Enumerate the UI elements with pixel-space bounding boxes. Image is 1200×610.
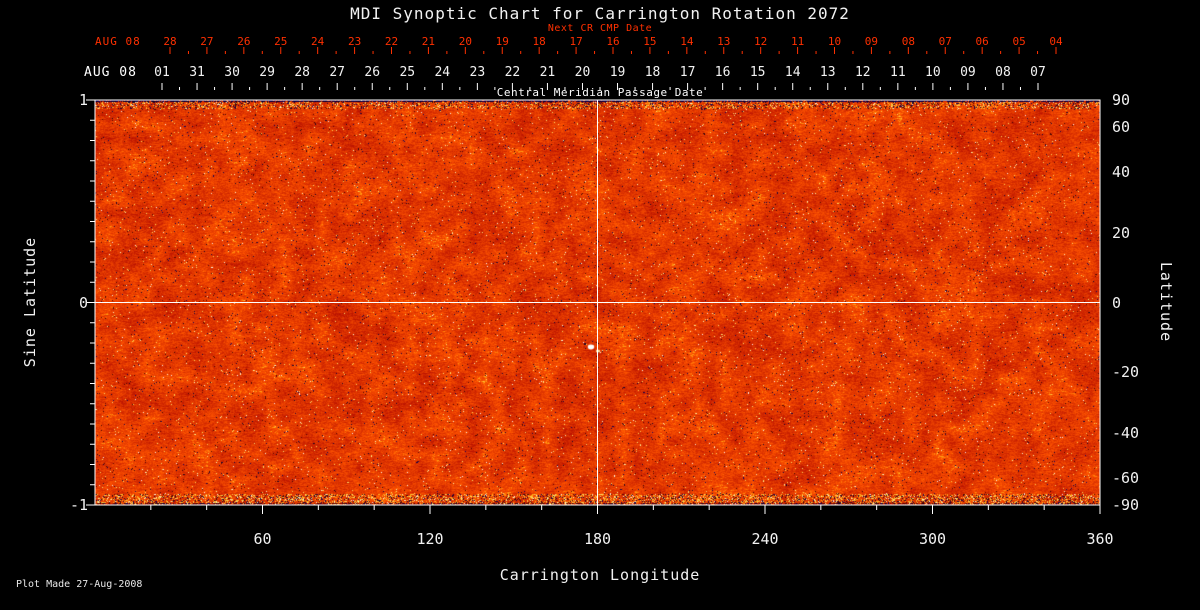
y-axis-label-left: Sine Latitude xyxy=(21,237,39,367)
cmp-axis-title: Central Meridian Passage Date xyxy=(497,86,704,99)
red-axis-tick: 16 xyxy=(606,35,619,48)
red-axis-prefix: AUG 08 xyxy=(95,35,141,48)
red-axis-tick: 19 xyxy=(496,35,509,48)
latitude-tick: 90 xyxy=(1112,91,1130,109)
chart-title: MDI Synoptic Chart for Carrington Rotati… xyxy=(350,4,850,23)
cmp-date-tick: 18 xyxy=(645,65,661,80)
red-axis-tick: 27 xyxy=(200,35,213,48)
cmp-date-tick: 19 xyxy=(610,65,626,80)
plot-made-note: Plot Made 27-Aug-2008 xyxy=(16,579,142,590)
red-axis-tick: 21 xyxy=(422,35,435,48)
cmp-date-tick: 28 xyxy=(294,65,310,80)
cmp-date-tick: 10 xyxy=(925,65,941,80)
red-axis-tick: 10 xyxy=(828,35,841,48)
red-axis-tick: 23 xyxy=(348,35,361,48)
cmp-date-tick: 26 xyxy=(364,65,380,80)
synoptic-chart-page: MDI Synoptic Chart for Carrington Rotati… xyxy=(0,0,1200,610)
cmp-date-tick: 13 xyxy=(820,65,836,80)
sine-latitude-tick: 1 xyxy=(79,91,88,109)
cmp-date-tick: 09 xyxy=(960,65,976,80)
red-axis-tick: 08 xyxy=(902,35,915,48)
latitude-tick: -20 xyxy=(1112,363,1139,381)
red-axis-tick: 11 xyxy=(791,35,804,48)
red-axis-tick: 20 xyxy=(459,35,472,48)
cmp-date-tick: 25 xyxy=(399,65,415,80)
red-axis-tick: 26 xyxy=(237,35,250,48)
red-axis-tick: 25 xyxy=(274,35,287,48)
red-axis-tick: 04 xyxy=(1049,35,1062,48)
cmp-date-tick: 11 xyxy=(890,65,906,80)
red-axis-tick: 28 xyxy=(163,35,176,48)
cmp-date-tick: 14 xyxy=(785,65,801,80)
red-axis-tick: 17 xyxy=(569,35,582,48)
cmp-date-tick: 21 xyxy=(540,65,556,80)
cmp-date-tick: 23 xyxy=(470,65,486,80)
cmp-date-tick: 22 xyxy=(505,65,521,80)
latitude-tick: 0 xyxy=(1112,294,1121,312)
red-axis-tick: 07 xyxy=(939,35,952,48)
cmp-date-tick: 12 xyxy=(855,65,871,80)
red-axis-tick: 13 xyxy=(717,35,730,48)
red-axis-tick: 15 xyxy=(643,35,656,48)
cmp-axis-prefix: AUG 08 xyxy=(84,65,137,80)
y-axis-label-right: Latitude xyxy=(1157,262,1175,342)
cmp-date-tick: 20 xyxy=(575,65,591,80)
red-axis-tick: 12 xyxy=(754,35,767,48)
red-axis-tick: 18 xyxy=(533,35,546,48)
synoptic-magnetogram-image xyxy=(95,100,1100,505)
red-axis-tick: 06 xyxy=(976,35,989,48)
cmp-date-tick: 07 xyxy=(1030,65,1046,80)
latitude-tick: 40 xyxy=(1112,163,1130,181)
cmp-date-tick: 17 xyxy=(680,65,696,80)
cmp-date-tick: 27 xyxy=(329,65,345,80)
latitude-tick: 20 xyxy=(1112,224,1130,242)
sine-latitude-tick: 0 xyxy=(79,294,88,312)
cmp-date-tick: 31 xyxy=(189,65,205,80)
latitude-tick: -40 xyxy=(1112,424,1139,442)
red-axis-title: Next CR CMP Date xyxy=(548,23,652,34)
cmp-date-tick: 15 xyxy=(750,65,766,80)
red-axis-tick: 05 xyxy=(1012,35,1025,48)
cmp-date-tick: 16 xyxy=(715,65,731,80)
red-axis-tick: 14 xyxy=(680,35,693,48)
cmp-date-tick: 01 xyxy=(154,65,170,80)
red-axis-tick: 24 xyxy=(311,35,324,48)
red-axis-tick: 22 xyxy=(385,35,398,48)
cmp-date-tick: 08 xyxy=(995,65,1011,80)
latitude-tick: -90 xyxy=(1112,496,1139,514)
cmp-date-tick: 29 xyxy=(259,65,275,80)
longitude-tick: 300 xyxy=(919,530,946,548)
x-axis-label: Carrington Longitude xyxy=(500,566,701,584)
longitude-tick: 120 xyxy=(416,530,443,548)
red-axis-tick: 09 xyxy=(865,35,878,48)
latitude-tick: -60 xyxy=(1112,469,1139,487)
sine-latitude-tick: -1 xyxy=(70,496,88,514)
latitude-tick: 60 xyxy=(1112,118,1130,136)
longitude-tick: 240 xyxy=(751,530,778,548)
cmp-date-tick: 30 xyxy=(224,65,240,80)
longitude-tick: 180 xyxy=(584,530,611,548)
longitude-tick: 60 xyxy=(253,530,271,548)
longitude-tick: 360 xyxy=(1086,530,1113,548)
cmp-date-tick: 24 xyxy=(434,65,450,80)
